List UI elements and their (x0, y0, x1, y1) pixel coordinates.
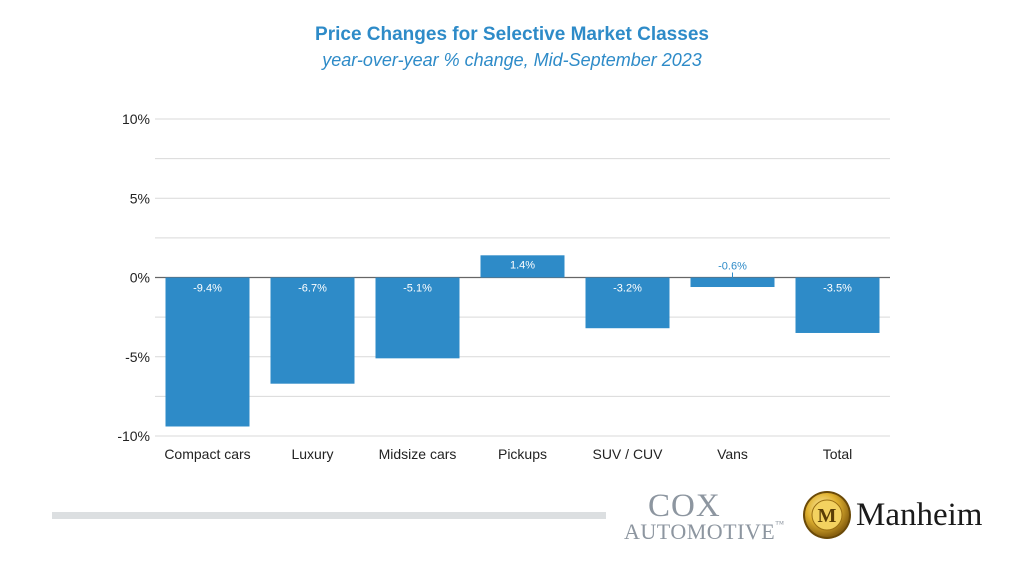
labels-layer: 10% 5% 0% -5% -10% -9.4% Compact cars -6.7% Luxu… (117, 111, 852, 462)
bar (480, 255, 565, 278)
bar-data-label: -5.1% (403, 283, 432, 295)
bar-data-label: -0.6% (718, 261, 747, 273)
chart-subtitle: year-over-year % change, Mid-September 2… (322, 50, 702, 70)
bar (165, 277, 250, 427)
bar (585, 277, 670, 329)
bar-data-label: -3.2% (613, 283, 642, 295)
chart-title: Price Changes for Selective Market Class… (315, 24, 709, 45)
x-category-label: Luxury (291, 446, 333, 462)
cox-logo-word: COX (648, 488, 721, 524)
bar (795, 277, 880, 333)
y-tick-label: 5% (130, 190, 150, 206)
automotive-text: AUTOMOTIVE (624, 519, 776, 544)
bar-data-label: -9.4% (193, 283, 222, 295)
bar-data-label: -3.5% (823, 283, 852, 295)
bar (690, 277, 775, 288)
x-category-label: Midsize cars (379, 446, 457, 462)
bar-data-label: -6.7% (298, 283, 327, 295)
x-category-label: SUV / CUV (592, 446, 663, 462)
manheim-badge-icon: M (803, 491, 851, 539)
manheim-badge-letter: M (818, 505, 837, 527)
x-category-label: Total (823, 446, 853, 462)
x-category-label: Compact cars (164, 446, 250, 462)
trademark-mark: ™ (775, 519, 785, 529)
automotive-logo-word: AUTOMOTIVE™ (624, 519, 785, 545)
footer-divider (52, 512, 606, 519)
x-category-label: Vans (717, 446, 748, 462)
x-category-label: Pickups (498, 446, 547, 462)
manheim-logo-word: Manheim (856, 497, 983, 533)
bars-layer (165, 255, 880, 427)
bar (375, 277, 460, 359)
bar-chart: 10% 5% 0% -5% -10% -9.4% Compact cars -6.7% Luxu… (117, 111, 890, 462)
y-tick-label: -5% (125, 349, 150, 365)
bar-data-label: 1.4% (510, 259, 535, 271)
cox-automotive-logo: COX AUTOMOTIVE™ (624, 488, 788, 546)
bar (270, 277, 355, 384)
y-tick-label: 0% (130, 270, 150, 286)
y-tick-label: 10% (122, 111, 150, 127)
manheim-logo: M Manheim (802, 490, 1002, 544)
y-tick-label: -10% (117, 428, 150, 444)
